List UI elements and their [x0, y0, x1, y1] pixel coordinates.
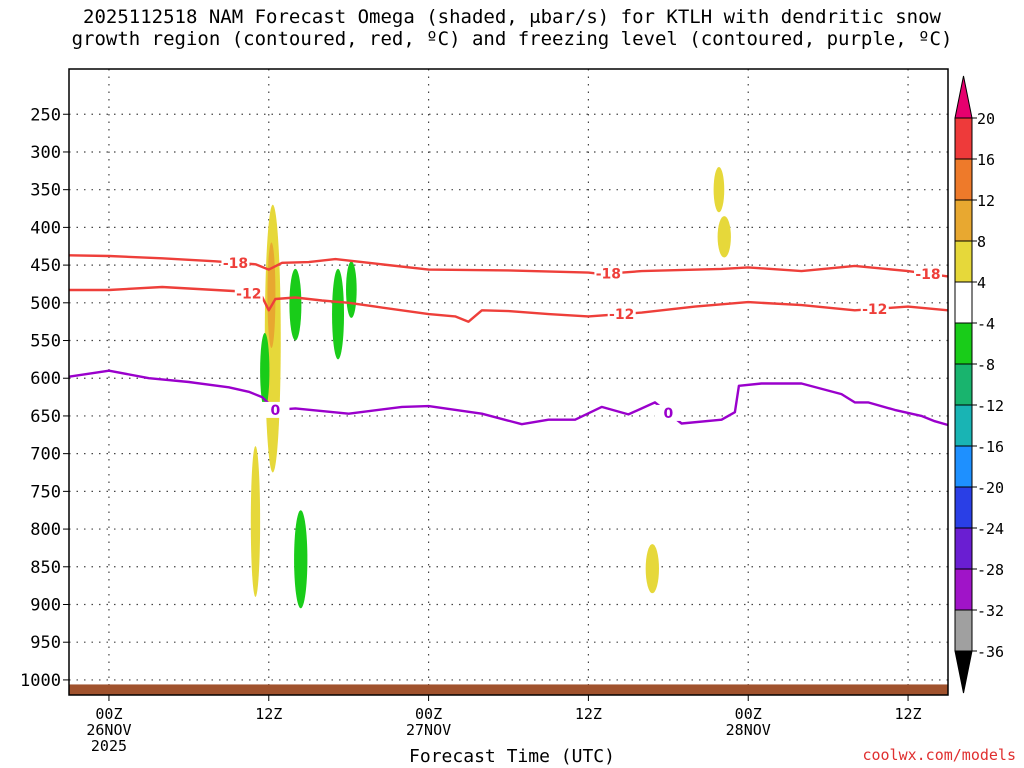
colorbar-label-2: 12	[977, 192, 995, 210]
x-tick-label-48-1: 28NOV	[726, 721, 771, 739]
plot-frame	[68, 68, 949, 696]
contour-label-1-2: -12	[862, 302, 887, 318]
x-axis-label: Forecast Time (UTC)	[409, 746, 615, 767]
y-tick-label-300: 300	[30, 143, 61, 163]
y-tick-label-450: 450	[30, 256, 61, 276]
y-tick-label-800: 800	[30, 520, 61, 540]
y-tick-label-850: 850	[30, 558, 61, 578]
colorbar-label-8: -16	[977, 438, 1004, 456]
colorbar-segment-4	[954, 281, 973, 324]
omega-area-2	[713, 167, 725, 213]
contour-0	[68, 369, 949, 427]
colorbar-label-5: -4	[977, 315, 995, 333]
contour-label-bg-2-1	[654, 404, 683, 421]
colorbar-label-10: -24	[977, 520, 1004, 538]
colorbar-label-12: -32	[977, 602, 1004, 620]
chart-title: 2025112518 NAM Forecast Omega (shaded, μ…	[71, 6, 953, 50]
y-tick-label-400: 400	[30, 218, 61, 238]
colorbar-bottom-arrow	[954, 650, 973, 694]
contour-label-bg-1-0	[234, 285, 263, 302]
colorbar-label-3: 8	[977, 233, 986, 251]
colorbar-segment-12	[954, 609, 973, 652]
x-tick-label-0-1: 26NOV	[86, 721, 131, 739]
x-tick-label-48-0: 00Z	[735, 705, 762, 723]
colorbar-label-0: 20	[977, 110, 995, 128]
colorbar: 20 16 12 8 4 -4 -8 -12 -16 -20 -24 -28 -32 -36	[954, 75, 1004, 694]
y-tick-label-250: 250	[30, 105, 61, 125]
contour-label-bg-0-0	[221, 254, 250, 271]
x-tick-label-24-0: 00Z	[415, 705, 442, 723]
y-tick-label-350: 350	[30, 181, 61, 201]
contour-label-bg-2-0	[261, 401, 290, 418]
x-tick-label-24-1: 27NOV	[406, 721, 451, 739]
omega-area-3	[717, 216, 731, 258]
omega-area-10	[294, 510, 308, 609]
contour-label-bg-1-2	[860, 300, 889, 317]
colorbar-segment-10	[954, 527, 973, 570]
omega-area-1	[267, 242, 276, 349]
x-tick-label-36-0: 12Z	[575, 705, 602, 723]
colorbar-label-1: 16	[977, 151, 995, 169]
colorbar-label-13: -36	[977, 643, 1004, 661]
contour-label-bg-0-1	[594, 265, 623, 282]
x-tick-label-12-0: 12Z	[255, 705, 282, 723]
colorbar-label-9: -20	[977, 479, 1004, 497]
y-tick-label-950: 950	[30, 633, 61, 653]
contour--12	[69, 285, 949, 323]
y-tick-label-900: 900	[30, 595, 61, 615]
y-tick-label-650: 650	[30, 407, 61, 427]
colorbar-segment-5	[954, 322, 973, 365]
colorbar-top-arrow	[954, 75, 973, 119]
y-tick-label-700: 700	[30, 445, 61, 465]
colorbar-segment-11	[954, 568, 973, 611]
colorbar-label-7: -12	[977, 397, 1004, 415]
colorbar-label-6: -8	[977, 356, 995, 374]
omega-area-6	[260, 332, 270, 409]
ground-band	[69, 684, 948, 695]
y-tick-label-1000: 1000	[20, 671, 61, 691]
colorbar-segment-0	[954, 117, 973, 160]
y-tick-label-500: 500	[30, 294, 61, 314]
contour-label-1-0: -12	[236, 286, 261, 302]
contour-label-1-1: -12	[609, 307, 634, 323]
colorbar-segment-3	[954, 240, 973, 283]
x-tick-label-0-0: 00Z	[95, 705, 122, 723]
omega-area-8	[332, 268, 345, 360]
y-tick-label-600: 600	[30, 369, 61, 389]
contour-label-2-0: 0	[271, 403, 281, 419]
colorbar-segment-6	[954, 363, 973, 406]
contour-label-0-1: -18	[596, 267, 621, 283]
y-tick-label-550: 550	[30, 332, 61, 352]
colorbar-segment-2	[954, 199, 973, 242]
x-tick-label-0-2: 2025	[91, 737, 127, 755]
y-tick-label-750: 750	[30, 482, 61, 502]
omega-area-5	[645, 544, 659, 594]
contour--18	[68, 254, 949, 278]
x-tick-label-60-0: 12Z	[894, 705, 921, 723]
omega-area-4	[250, 446, 261, 597]
colorbar-segment-9	[954, 486, 973, 529]
colorbar-label-11: -28	[977, 561, 1004, 579]
colorbar-label-4: 4	[977, 274, 986, 292]
colorbar-segment-1	[954, 158, 973, 201]
colorbar-segment-8	[954, 445, 973, 488]
contour-label-2-1: 0	[663, 406, 673, 422]
omega-area-7	[289, 268, 302, 341]
contour-label-0-0: -18	[223, 256, 248, 272]
colorbar-segment-7	[954, 404, 973, 447]
contour-label-bg-0-2	[914, 265, 943, 282]
credit-link[interactable]: coolwx.com/models	[862, 746, 1016, 764]
contour-label-bg-1-1	[607, 306, 636, 323]
contour-label-0-2: -18	[915, 267, 940, 283]
omega-area-9	[346, 261, 357, 318]
